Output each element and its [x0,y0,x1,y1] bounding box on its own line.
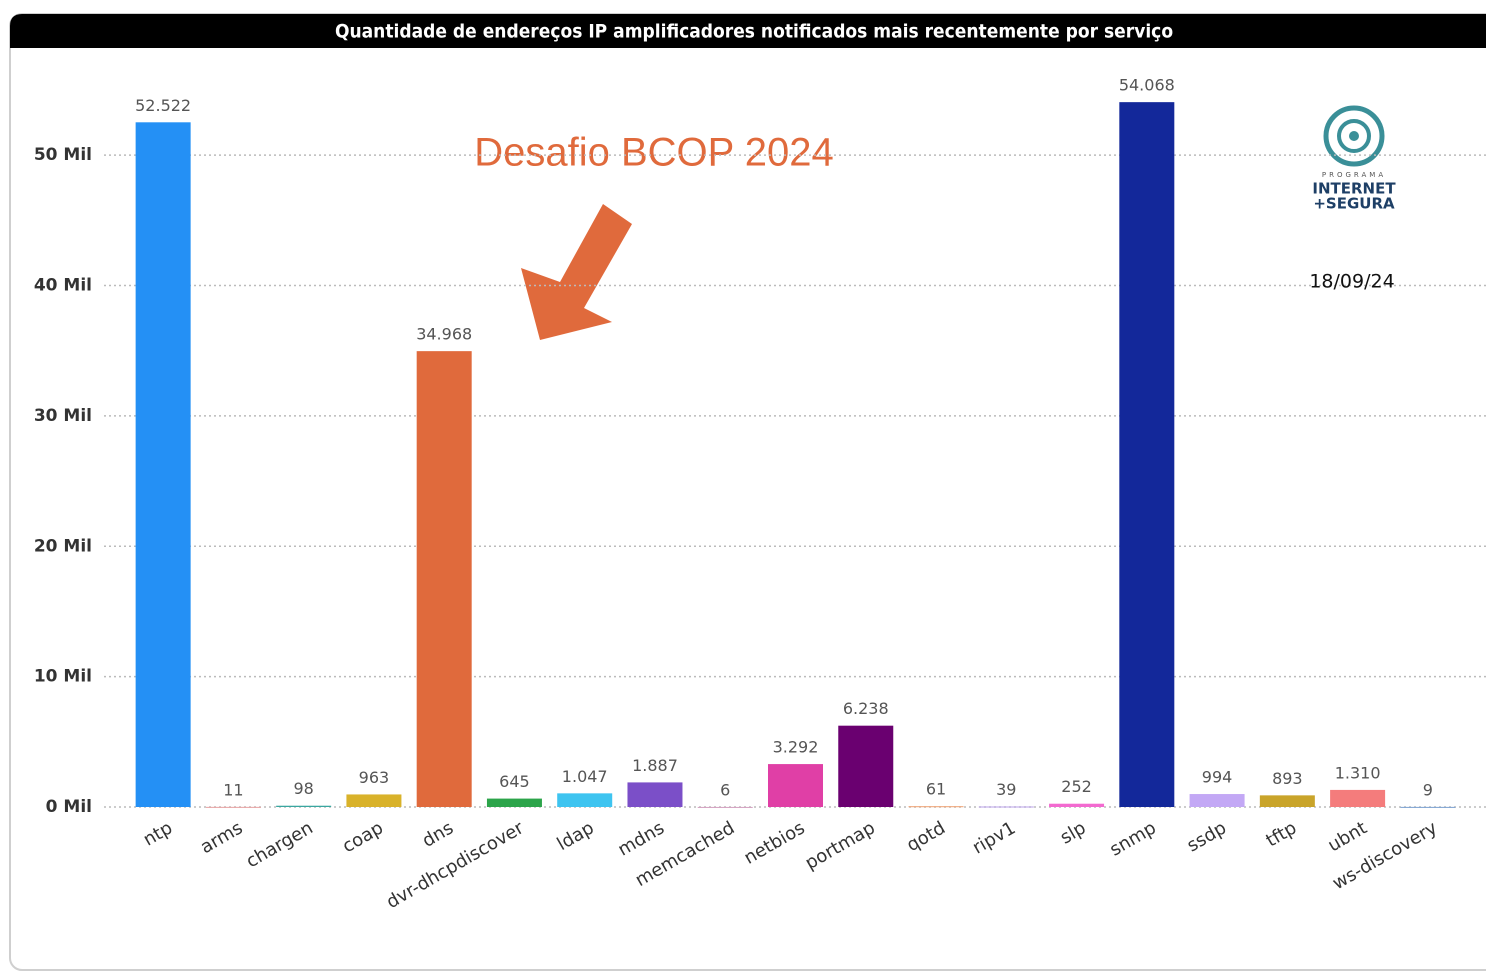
value-label: 1.310 [1335,763,1381,782]
value-label: 645 [499,772,530,791]
value-label: 6 [720,780,730,799]
value-label: 98 [293,779,313,798]
value-label: 52.522 [135,96,191,115]
bar [1049,803,1105,807]
logo: PROGRAMA INTERNET +SEGURA [1312,105,1396,213]
title-bar [10,14,1486,48]
logo-ring [1337,119,1371,153]
value-label: 9 [1423,780,1433,799]
value-label: 39 [996,780,1016,799]
bar [205,806,261,808]
value-label: 34.968 [416,325,472,344]
logo-text: INTERNET [1312,180,1396,198]
y-tick-label: 0 Mil [46,797,92,817]
y-tick-label: 20 Mil [34,536,92,556]
value-label: 61 [926,780,946,799]
value-label: 963 [359,768,390,787]
y-tick-label: 10 Mil [34,667,92,687]
chart-title: Quantidade de endereços IP amplificadore… [335,21,1173,43]
bar [557,793,613,807]
value-label: 994 [1202,768,1233,787]
arrow [521,204,632,340]
value-label: 3.292 [773,738,819,757]
annotation: Desafio BCOP 2024 [474,131,833,175]
bar [1259,795,1315,807]
value-label: 6.238 [843,699,889,718]
bar [838,725,894,807]
value-label: 11 [223,780,243,799]
bar [346,794,402,807]
value-label: 54.068 [1119,76,1175,95]
value-label: 893 [1272,769,1303,788]
value-label: 252 [1061,777,1092,796]
bar [1330,789,1386,807]
bar [627,782,683,807]
value-label: 1.047 [562,767,608,786]
date: 18/09/24 [1309,271,1394,293]
y-tick-label: 30 Mil [34,406,92,426]
bar [978,806,1034,808]
logo-ring [1323,105,1385,167]
value-label: 1.887 [632,756,678,775]
bar [1119,102,1175,807]
bar [276,805,332,807]
bar [1400,806,1456,808]
logo-text: PROGRAMA [1322,171,1386,179]
bar [768,764,823,807]
logo-text: +SEGURA [1313,195,1395,213]
bar [416,351,472,807]
bar [697,806,753,808]
y-tick-label: 40 Mil [34,276,92,296]
bar [486,798,542,807]
bar [908,806,964,808]
logo-dot [1349,131,1359,141]
y-tick-label: 50 Mil [34,145,92,165]
bar [1189,794,1245,807]
bar [135,122,191,808]
